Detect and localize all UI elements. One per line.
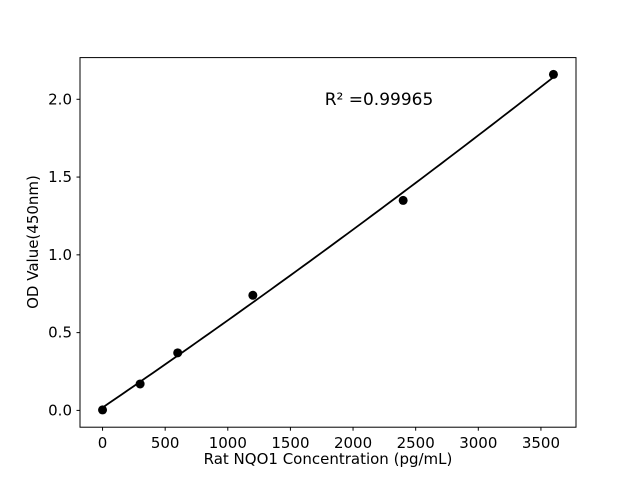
data-point bbox=[173, 348, 183, 358]
x-tick-label: 2500 bbox=[397, 434, 435, 452]
data-point bbox=[98, 405, 108, 415]
plot-area: 0 500 1000 1500 2000 2500 3000 3500 0.0 0.5 1.0 1.5… bbox=[48, 57, 577, 452]
x-tick-label: 500 bbox=[151, 434, 180, 452]
x-tick-label: 0 bbox=[98, 434, 108, 452]
y-tick-label: 1.5 bbox=[48, 168, 72, 186]
x-tick-label: 2000 bbox=[334, 434, 372, 452]
x-tick-label: 3000 bbox=[459, 434, 497, 452]
x-tick-label: 3500 bbox=[522, 434, 560, 452]
data-point bbox=[248, 290, 258, 300]
y-axis-label: OD Value(450nm) bbox=[24, 175, 42, 309]
x-tick-label: 1000 bbox=[209, 434, 247, 452]
y-tick-label: 0.5 bbox=[48, 324, 72, 342]
r-squared-annotation: R² =0.99965 bbox=[325, 90, 434, 110]
fit-line bbox=[101, 76, 555, 409]
x-axis-label: Rat NQO1 Concentration (pg/mL) bbox=[204, 450, 453, 468]
data-point bbox=[398, 195, 408, 205]
y-tick-label: 0.0 bbox=[48, 401, 72, 419]
data-point bbox=[548, 69, 558, 79]
data-point bbox=[135, 379, 145, 389]
axes-frame bbox=[79, 57, 577, 428]
x-tick-label: 1500 bbox=[271, 434, 309, 452]
y-tick-label: 1.0 bbox=[48, 246, 72, 264]
y-tick-label: 2.0 bbox=[48, 90, 72, 108]
